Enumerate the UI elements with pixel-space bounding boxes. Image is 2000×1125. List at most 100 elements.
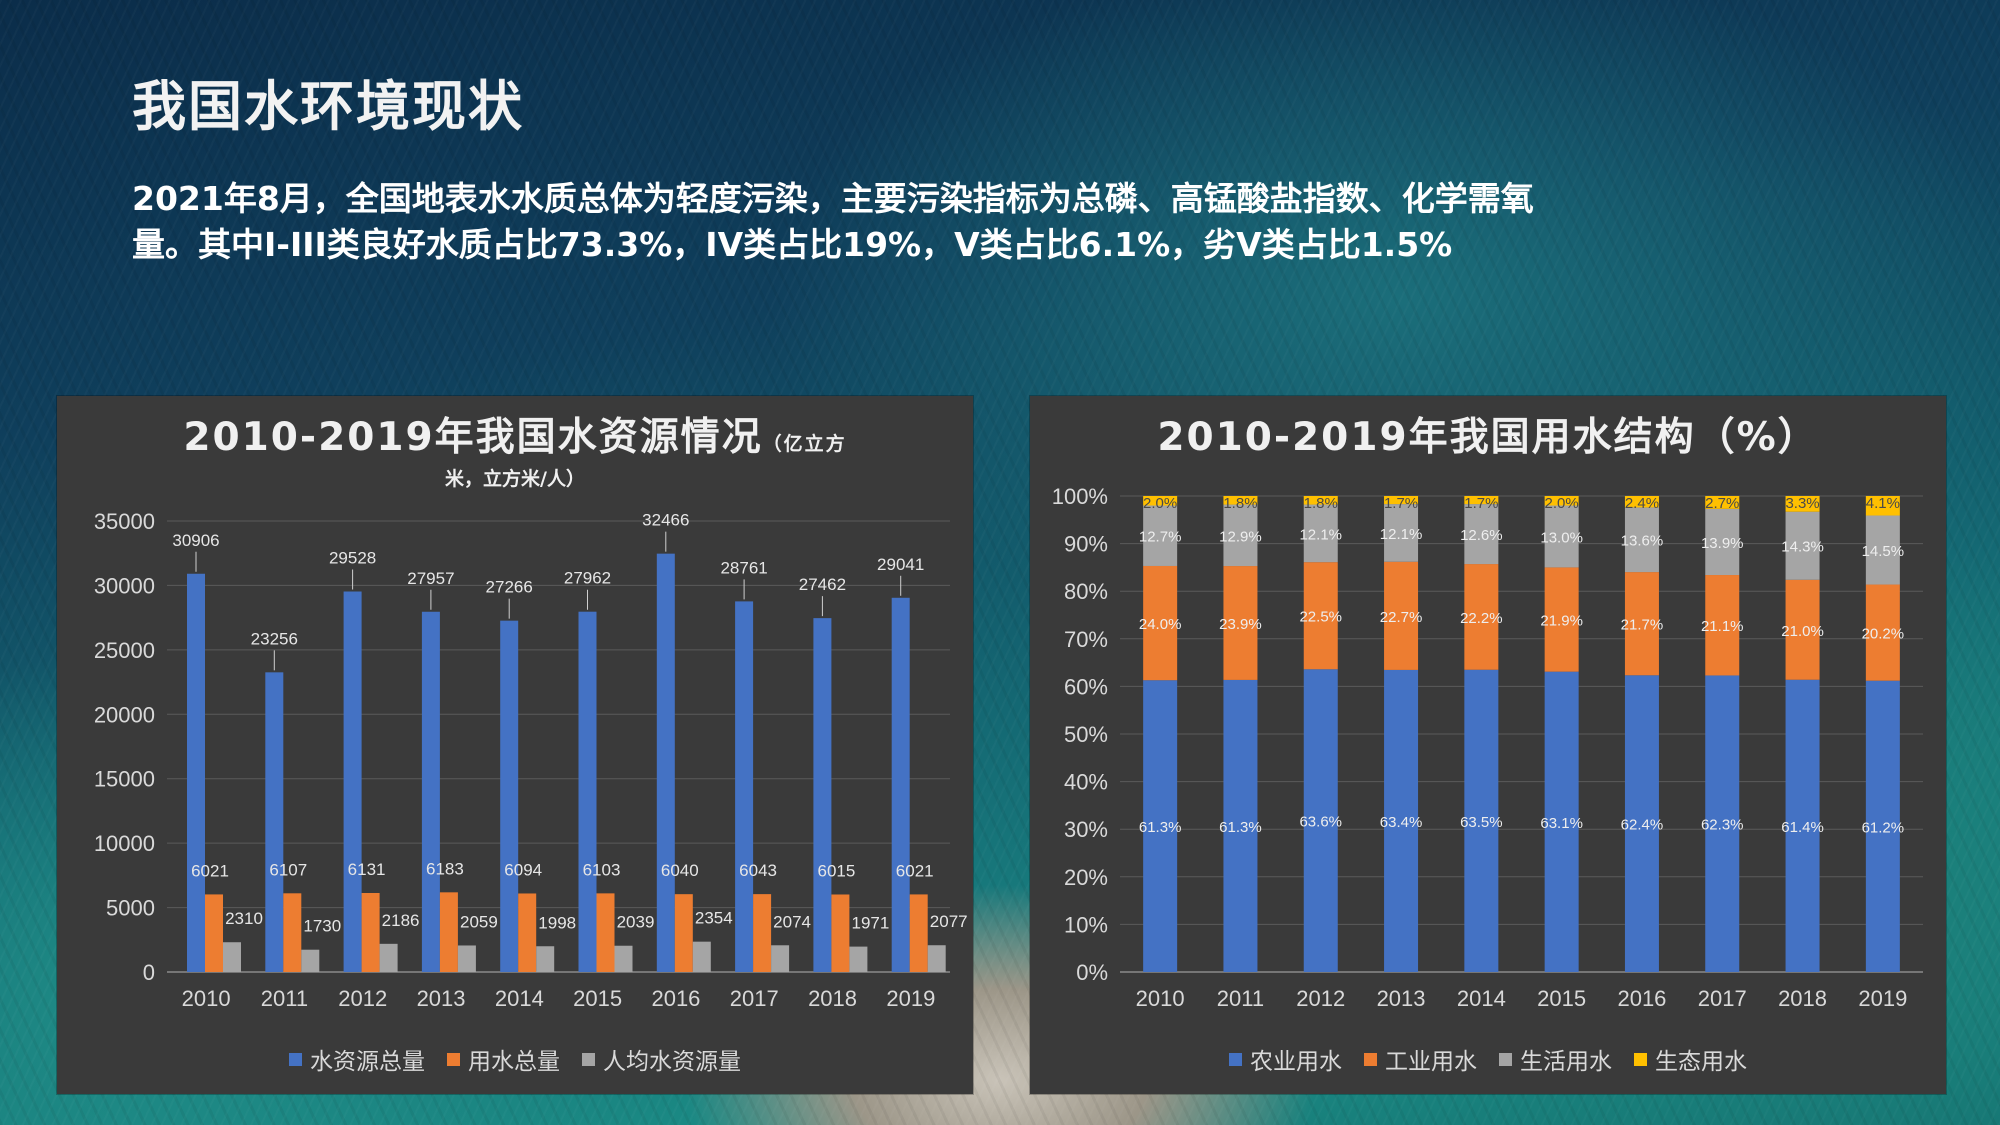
data-label: 1730 xyxy=(303,917,341,936)
stack-segment-1 xyxy=(1705,575,1740,676)
y-tick-label: 5000 xyxy=(106,896,155,921)
stack-segment-2 xyxy=(1384,504,1419,562)
y-tick-label: 60% xyxy=(1064,674,1108,699)
stack-segment-3 xyxy=(1464,496,1499,505)
segment-label: 12.7% xyxy=(1139,529,1182,546)
bar-0 xyxy=(265,672,284,972)
bar-1 xyxy=(283,893,302,972)
water-use-structure-chart-panel: 2010-2019年我国用水结构（%） 0% 10% 20% 30% 40% 50% 60%… xyxy=(1030,396,1946,1094)
summary-text: 2021年8月，全国地表水水质总体为轻度污染，主要污染指标为总磷、高锰酸盐指数、… xyxy=(132,176,1752,268)
bar-1 xyxy=(909,894,928,972)
stack-segment-1 xyxy=(1544,567,1579,672)
data-label: 1998 xyxy=(538,913,576,932)
stack-segment-3 xyxy=(1705,496,1740,509)
bar-0 xyxy=(578,611,597,972)
data-label: 6021 xyxy=(191,861,229,880)
data-label: 6021 xyxy=(896,861,934,880)
data-label: 6131 xyxy=(348,860,386,879)
segment-label: 22.2% xyxy=(1460,610,1503,627)
water-use-legend: 农业用水 工业用水 生活用水 生态用水 xyxy=(1030,1042,1946,1076)
bar-2 xyxy=(927,945,946,972)
summary-line-2: 量。其中I-III类良好水质占比73.3%，IV类占比19%，V类占比6.1%，… xyxy=(132,225,1453,264)
bar-1 xyxy=(361,892,380,972)
stack-segment-3 xyxy=(1544,496,1579,506)
legend-swatch-gray xyxy=(582,1052,595,1066)
stack-segment-1 xyxy=(1223,566,1258,680)
y-tick-label: 80% xyxy=(1064,579,1108,604)
bar-0 xyxy=(891,597,910,972)
data-label: 1971 xyxy=(851,914,889,933)
segment-label: 61.3% xyxy=(1139,819,1182,836)
x-tick-label: 2010 xyxy=(182,986,231,1011)
stack-segment-3 xyxy=(1223,496,1258,505)
data-label: 2310 xyxy=(225,909,263,928)
stack-segment-2 xyxy=(1785,511,1820,580)
segment-label: 63.6% xyxy=(1299,814,1342,831)
y-tick-label: 35000 xyxy=(94,509,155,534)
data-label: 2059 xyxy=(460,912,498,931)
data-label: 30906 xyxy=(172,531,219,550)
legend-item-industry: 工业用水 xyxy=(1364,1042,1477,1076)
legend-item-ecology: 生态用水 xyxy=(1634,1042,1747,1076)
stack-segment-1 xyxy=(1384,561,1419,670)
segment-label: 13.9% xyxy=(1701,535,1744,552)
y-tick-label: 90% xyxy=(1064,532,1108,557)
data-label: 2077 xyxy=(930,912,968,931)
segment-label: 1.7% xyxy=(1464,495,1498,512)
bar-2 xyxy=(771,945,790,972)
bar-0 xyxy=(500,620,519,972)
segment-label: 63.1% xyxy=(1540,815,1583,832)
legend-item-agriculture: 农业用水 xyxy=(1229,1042,1342,1076)
x-tick-label: 2012 xyxy=(338,986,387,1011)
stack-segment-0 xyxy=(1544,671,1579,972)
x-tick-label: 2016 xyxy=(651,986,700,1011)
stack-segment-0 xyxy=(1223,679,1258,972)
data-label: 6183 xyxy=(426,859,464,878)
y-tick-label: 50% xyxy=(1064,722,1108,747)
segment-label: 2.4% xyxy=(1625,495,1659,512)
bar-2 xyxy=(223,942,241,972)
page-title: 我国水环境现状 xyxy=(132,75,524,138)
x-tick-label: 2015 xyxy=(573,986,622,1011)
data-label: 2039 xyxy=(617,913,655,932)
x-tick-label: 2018 xyxy=(1778,986,1827,1011)
stack-segment-2 xyxy=(1303,504,1338,563)
bar-0 xyxy=(421,611,440,972)
stack-segment-3 xyxy=(1785,496,1820,512)
segment-label: 3.3% xyxy=(1785,495,1819,512)
stack-segment-1 xyxy=(1143,565,1178,681)
x-tick-label: 2012 xyxy=(1296,986,1345,1011)
segment-label: 20.2% xyxy=(1862,626,1905,643)
bar-1 xyxy=(439,892,458,972)
y-tick-label: 15000 xyxy=(94,767,155,792)
legend-label: 用水总量 xyxy=(468,1049,560,1075)
stack-segment-1 xyxy=(1464,564,1499,670)
data-label: 27962 xyxy=(564,569,611,588)
x-tick-label: 2013 xyxy=(417,986,466,1011)
segment-label: 13.0% xyxy=(1540,529,1583,546)
segment-label: 2.7% xyxy=(1705,495,1739,512)
bar-0 xyxy=(343,591,362,972)
segment-label: 12.1% xyxy=(1380,526,1423,543)
data-label: 23256 xyxy=(251,629,298,648)
legend-label: 生态用水 xyxy=(1655,1049,1747,1075)
segment-label: 21.0% xyxy=(1781,623,1824,640)
stack-segment-2 xyxy=(1143,505,1178,566)
bar-0 xyxy=(656,553,675,972)
bar-2 xyxy=(614,945,633,972)
bar-2 xyxy=(301,949,320,972)
x-tick-label: 2011 xyxy=(261,986,308,1011)
bar-1 xyxy=(205,894,223,972)
y-tick-label: 25000 xyxy=(94,638,155,663)
bar-0 xyxy=(187,573,205,972)
segment-label: 14.5% xyxy=(1862,543,1905,560)
segment-label: 12.9% xyxy=(1219,528,1262,545)
bar-2 xyxy=(457,945,476,972)
legend-label: 农业用水 xyxy=(1250,1049,1342,1075)
segment-label: 63.5% xyxy=(1460,814,1503,831)
water-resources-chart-panel: 2010-2019年我国水资源情况（亿立方 米，立方米/人） 0 5000 1000… xyxy=(57,396,973,1094)
segment-label: 4.1% xyxy=(1866,495,1900,512)
data-label: 28761 xyxy=(720,558,767,577)
chart-title-unit: （亿立方 xyxy=(762,433,847,455)
legend-swatch-orange xyxy=(447,1052,460,1066)
